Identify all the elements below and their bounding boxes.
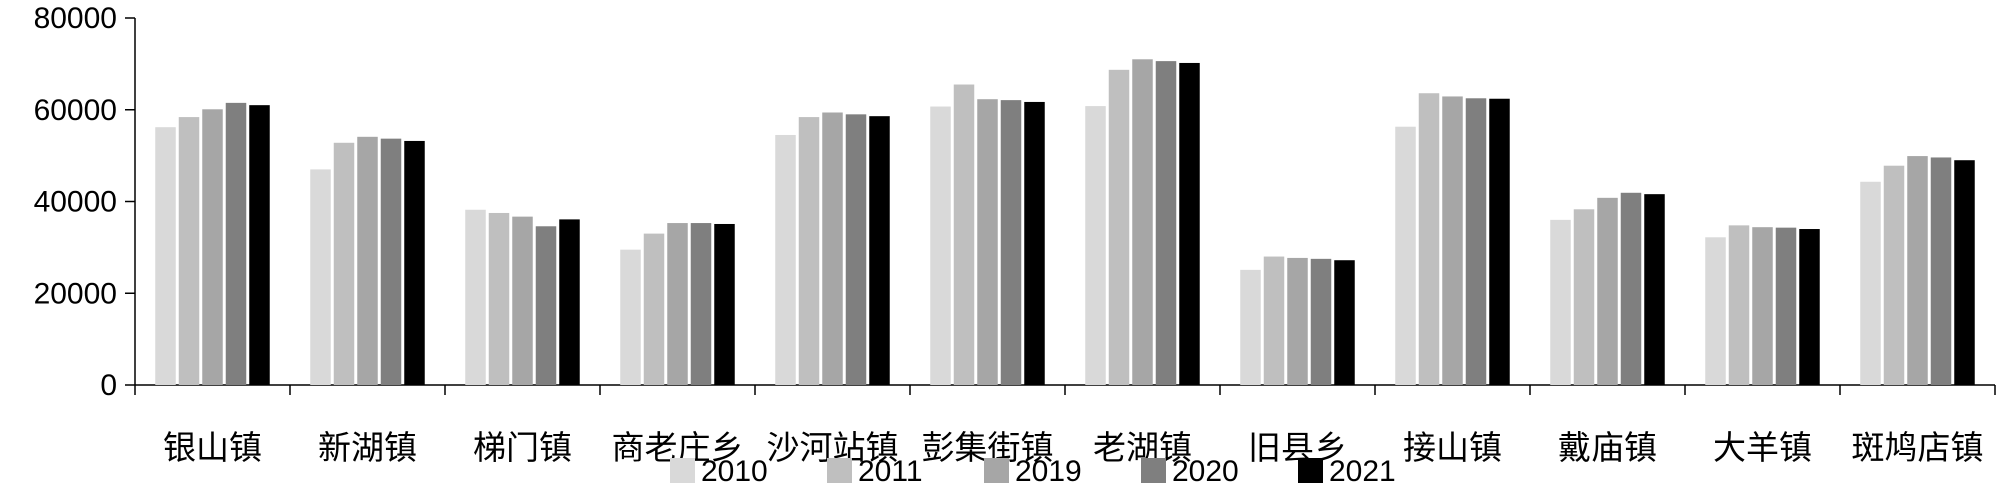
category-label: 梯门镇 <box>473 428 572 467</box>
bar-2020-9 <box>1620 192 1642 385</box>
bar-2011-3 <box>643 233 665 385</box>
bar-2011-10 <box>1728 225 1750 385</box>
bar-2021-4 <box>869 116 890 386</box>
bar-2011-4 <box>798 117 820 385</box>
bar-2020-5 <box>1000 100 1022 386</box>
legend-label: 2021 <box>1329 455 1396 488</box>
legend-label: 2020 <box>1172 455 1239 488</box>
y-tick-label: 20000 <box>34 277 117 310</box>
bar-2011-7 <box>1263 256 1285 385</box>
bar-2010-8 <box>1395 126 1416 385</box>
category-label: 接山镇 <box>1403 428 1502 467</box>
bar-2010-0 <box>155 127 176 386</box>
y-tick-label: 40000 <box>34 186 117 219</box>
bar-2011-8 <box>1418 93 1440 386</box>
legend-label: 2011 <box>858 455 923 488</box>
bar-2019-5 <box>977 99 998 385</box>
bars-group <box>155 59 1975 386</box>
bar-2010-4 <box>775 134 796 385</box>
bar-2011-11 <box>1883 165 1905 385</box>
bar-2021-5 <box>1024 101 1045 386</box>
bar-2021-3 <box>714 223 735 385</box>
bar-2019-8 <box>1442 96 1463 385</box>
legend-swatch-2010 <box>670 458 695 483</box>
category-label: 新湖镇 <box>318 428 417 467</box>
y-tick-label: 60000 <box>34 94 117 127</box>
bar-2010-6 <box>1085 106 1106 385</box>
bar-2011-2 <box>488 212 510 385</box>
bar-2021-8 <box>1489 98 1510 386</box>
legend-swatch-2019 <box>984 458 1009 483</box>
y-axis: 0 20000 40000 60000 80000 <box>34 2 136 402</box>
bar-2020-7 <box>1310 258 1332 385</box>
bar-2020-2 <box>535 226 557 385</box>
bar-2010-1 <box>310 169 331 385</box>
bar-2019-2 <box>512 216 533 385</box>
bar-2010-3 <box>620 249 641 385</box>
bar-2021-11 <box>1954 160 1975 385</box>
legend-swatch-2011 <box>827 458 852 483</box>
bar-2020-1 <box>380 138 402 385</box>
bar-2019-0 <box>202 109 223 385</box>
bar-2021-10 <box>1799 229 1820 385</box>
y-tick-label: 0 <box>100 369 117 402</box>
category-label: 大羊镇 <box>1713 428 1812 467</box>
legend: 2010 2011 2019 2020 2021 <box>670 455 1396 488</box>
bar-2019-10 <box>1752 227 1773 385</box>
bar-2010-7 <box>1240 269 1261 385</box>
category-label: 旧县乡 <box>1248 428 1347 467</box>
bar-2011-9 <box>1573 209 1595 385</box>
bar-2011-1 <box>333 142 355 385</box>
bar-2010-5 <box>930 106 951 385</box>
bar-2020-10 <box>1775 227 1797 385</box>
bar-2020-6 <box>1155 61 1177 386</box>
legend-label: 2019 <box>1015 455 1082 488</box>
bar-2019-7 <box>1287 257 1308 385</box>
bar-2020-0 <box>225 102 247 386</box>
bar-2020-4 <box>845 114 867 386</box>
bar-2021-1 <box>404 140 425 385</box>
y-tick-label: 80000 <box>34 2 117 35</box>
bar-2019-1 <box>357 136 378 385</box>
bar-2019-3 <box>667 223 688 385</box>
category-label: 斑鸠店镇 <box>1852 428 1984 467</box>
bar-2010-9 <box>1550 219 1571 385</box>
bar-2020-3 <box>690 223 712 385</box>
bar-2011-0 <box>178 117 200 385</box>
bar-2010-10 <box>1705 237 1726 385</box>
bar-2021-0 <box>249 105 270 385</box>
bar-2010-11 <box>1860 181 1881 385</box>
legend-label: 2010 <box>701 455 768 488</box>
category-label: 银山镇 <box>163 428 262 467</box>
bar-2021-7 <box>1334 260 1355 385</box>
legend-swatch-2020 <box>1141 458 1166 483</box>
category-labels: 银山镇 新湖镇 梯门镇 商老庄乡 沙河站镇 彭集街镇 老湖镇 旧县乡 接山镇 戴庙镇 大羊镇 斑鸠店镇 <box>163 428 1984 467</box>
bar-2011-5 <box>953 84 975 386</box>
category-label: 戴庙镇 <box>1558 428 1657 467</box>
bar-2021-6 <box>1179 62 1200 386</box>
legend-swatch-2021 <box>1298 458 1323 483</box>
x-axis <box>134 384 1996 395</box>
bar-2019-4 <box>822 112 843 385</box>
bar-2011-6 <box>1108 69 1130 386</box>
bar-2010-2 <box>465 209 486 385</box>
bar-2019-11 <box>1907 156 1928 385</box>
bar-2019-9 <box>1597 197 1618 385</box>
bar-2021-9 <box>1644 194 1665 385</box>
bar-2019-6 <box>1132 59 1153 385</box>
bar-2021-2 <box>559 219 580 385</box>
bar-2020-8 <box>1465 98 1487 385</box>
bar-2020-11 <box>1930 157 1952 385</box>
